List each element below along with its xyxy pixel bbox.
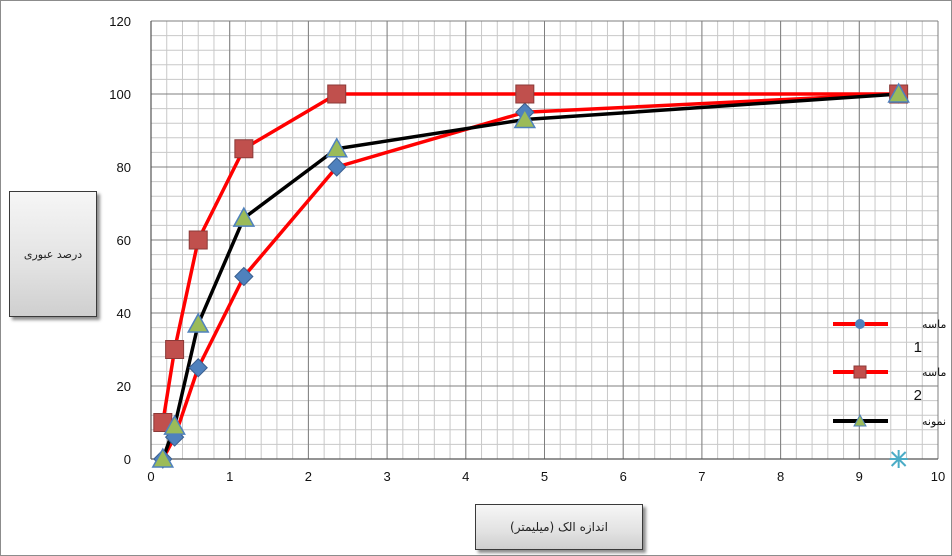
x-tick-label: 2 — [305, 469, 312, 484]
legend-label-1: ماسه — [922, 318, 946, 331]
series-1-point — [234, 266, 254, 287]
x-tick-label: 7 — [698, 469, 705, 484]
series-line-1 — [161, 92, 899, 460]
legend-label-number-1: 1 — [914, 339, 922, 356]
x-tick-label: 9 — [856, 469, 863, 484]
legend-label-2: ماسه — [922, 366, 946, 379]
legend-label-3: نمونه — [922, 415, 946, 428]
series-3-point — [513, 108, 537, 129]
x-tick-label: 10 — [931, 469, 945, 484]
series-3-point — [151, 447, 175, 468]
legend-marker-1 — [855, 319, 865, 329]
y-tick-labels: 0 20 40 60 80 100 120 — [109, 14, 131, 467]
series-2-point — [165, 340, 185, 359]
x-tick-label: 6 — [620, 469, 627, 484]
y-tick-label: 120 — [109, 14, 131, 29]
y-tick-label: 40 — [117, 306, 131, 321]
series-layer — [151, 82, 910, 469]
series-1-point — [327, 157, 347, 177]
series-2-point — [188, 230, 208, 250]
series-line-2 — [161, 92, 899, 423]
y-tick-label: 80 — [117, 160, 131, 175]
legend-marker-2 — [853, 365, 867, 379]
legend-label-number-2: 2 — [914, 387, 922, 404]
axes — [150, 21, 938, 460]
y-axis-label: درصد عبوری — [23, 247, 83, 261]
y-tick-label: 100 — [109, 87, 131, 102]
grid-major — [150, 20, 939, 460]
y-axis-label-box: درصد عبوری — [9, 191, 97, 317]
series-3-point — [163, 414, 186, 435]
series-3-point — [186, 312, 210, 333]
series-2-point — [515, 84, 535, 104]
x-tick-label: 4 — [462, 469, 469, 484]
series-line-3 — [161, 92, 899, 460]
x-tick-label: 0 — [147, 469, 154, 484]
series-2-point — [234, 139, 254, 159]
series-3-point — [887, 82, 910, 103]
y-tick-label: 0 — [124, 452, 131, 467]
x-tick-label: 3 — [383, 469, 390, 484]
x-tick-label: 1 — [226, 469, 233, 484]
legend-marker-3 — [853, 413, 867, 427]
series-3-point — [232, 206, 256, 227]
series-2-point — [327, 84, 347, 104]
asterisk-marker — [889, 450, 908, 468]
x-tick-labels: 0 1 2 3 4 5 6 7 8 9 10 — [147, 469, 945, 484]
asterisk-stroke — [890, 451, 907, 467]
x-axis-label: اندازه الک (میلیمتر) — [510, 520, 608, 534]
series-3-point — [325, 137, 349, 158]
y-tick-label: 20 — [117, 379, 131, 394]
x-tick-label: 8 — [777, 469, 784, 484]
y-tick-label: 60 — [117, 233, 131, 248]
x-tick-label: 5 — [541, 469, 548, 484]
series-1-point — [188, 358, 208, 378]
x-axis-label-box: اندازه الک (میلیمتر) — [475, 504, 643, 550]
